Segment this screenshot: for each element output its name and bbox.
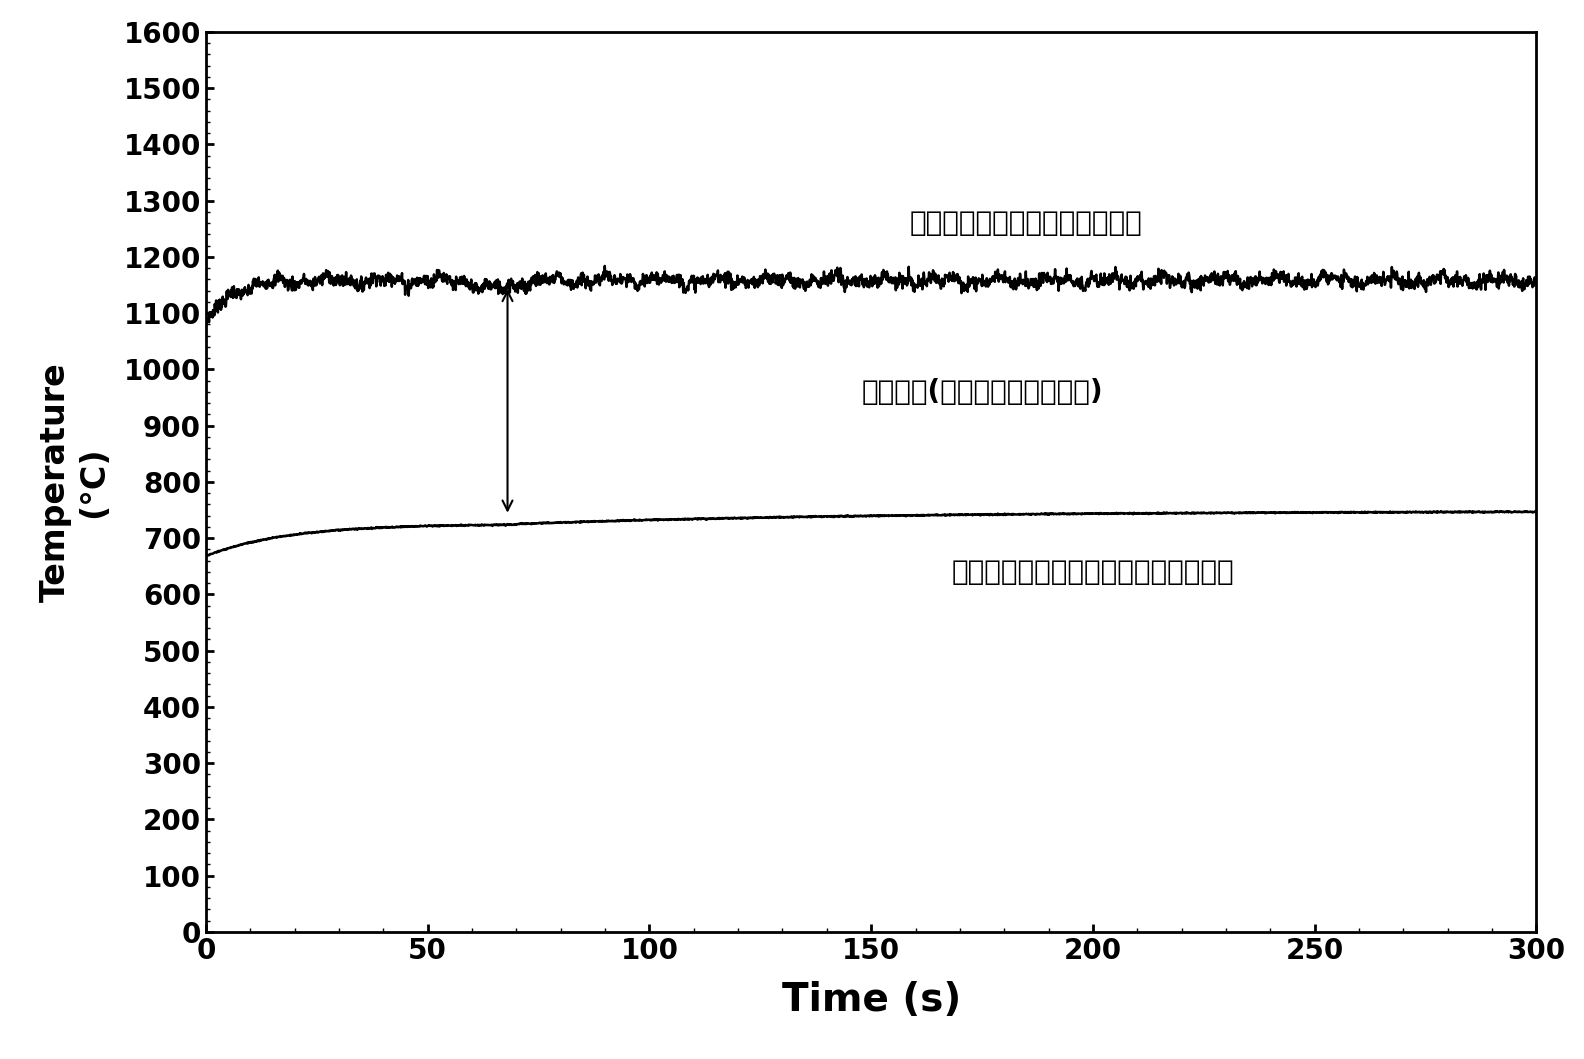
Text: 叶片陶瓷涂层表面温度变化曲线: 叶片陶瓷涂层表面温度变化曲线 (911, 209, 1142, 237)
Y-axis label: Temperature
(°C): Temperature (°C) (38, 362, 109, 602)
Text: 温度梯度(陶瓷涂层的隔热效果): 温度梯度(陶瓷涂层的隔热效果) (862, 378, 1102, 406)
Text: 叶片金属基底内表面出口温度变化曲线: 叶片金属基底内表面出口温度变化曲线 (952, 558, 1234, 586)
X-axis label: Time (s): Time (s) (781, 982, 961, 1020)
